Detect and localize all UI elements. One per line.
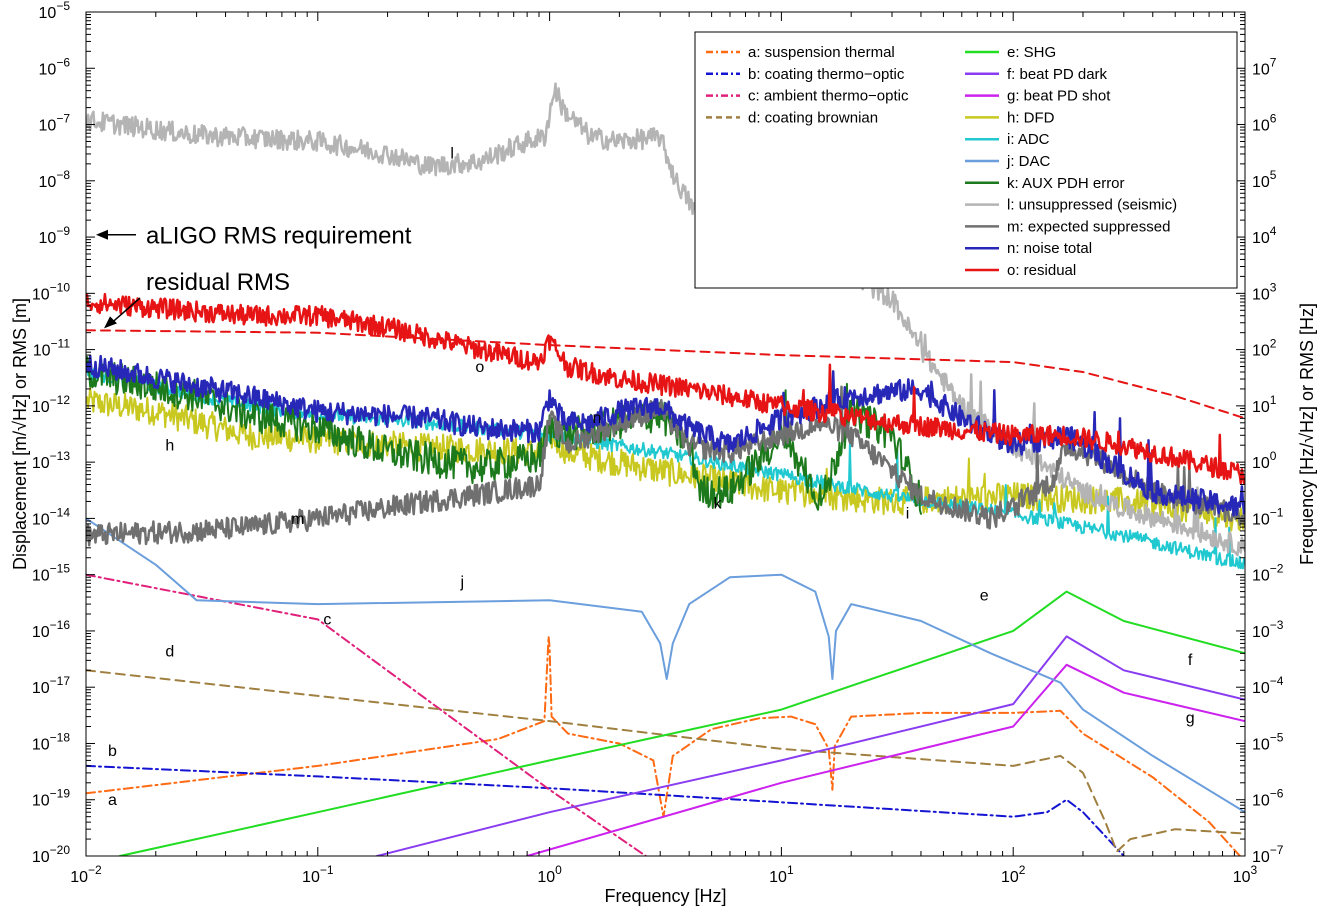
legend-label-c: c: ambient thermo−optic bbox=[748, 88, 909, 105]
y-right-tick-label: 10−2 bbox=[1252, 562, 1284, 585]
y-left-tick-label: 10−8 bbox=[39, 168, 71, 191]
y-left-tick-label: 10−16 bbox=[32, 618, 70, 641]
curve-label-f: f bbox=[1188, 652, 1193, 669]
residual-arrow-line bbox=[109, 297, 141, 325]
y-right-tick-label: 10−6 bbox=[1252, 787, 1284, 810]
annotation-layer: aLIGO RMS requirement residual RMS bbox=[96, 223, 412, 329]
residual-rms-label: residual RMS bbox=[146, 269, 290, 296]
curve-label-layer: a b c d e f g h i j k l m n o bbox=[108, 145, 1195, 809]
y-right-tick-label: 104 bbox=[1252, 224, 1277, 247]
curve-label-l: l bbox=[450, 145, 454, 162]
y-left-tick-label: 10−9 bbox=[39, 224, 71, 247]
y-left-tick-label: 10−11 bbox=[33, 337, 71, 360]
aligo-requirement-label: aLIGO RMS requirement bbox=[146, 223, 412, 250]
y-right-tick-label: 106 bbox=[1252, 112, 1277, 135]
y-axis-title-right: Frequency [Hz/√Hz] or RMS [Hz] bbox=[1297, 303, 1317, 565]
series-line-i bbox=[86, 366, 1245, 570]
curve-label-m: m bbox=[291, 511, 304, 528]
legend-label-d: d: coating brownian bbox=[748, 109, 878, 126]
series-line-h bbox=[86, 387, 1245, 532]
y-right-tick-label: 10−4 bbox=[1252, 674, 1284, 697]
legend-label-f: f: beat PD dark bbox=[1007, 66, 1108, 83]
x-tick-label: 100 bbox=[537, 863, 562, 886]
series-line-f bbox=[376, 635, 1245, 856]
curve-label-e: e bbox=[980, 587, 989, 604]
y-left-tick-label: 10−19 bbox=[32, 787, 70, 810]
legend-label-o: o: residual bbox=[1007, 262, 1076, 279]
y-right-tick-label: 10−5 bbox=[1252, 730, 1284, 753]
y-right-tick-label: 10−1 bbox=[1252, 505, 1284, 528]
y-right-tick-label: 103 bbox=[1252, 280, 1277, 303]
series-line-d bbox=[86, 669, 1245, 853]
y-right-tick-label: 105 bbox=[1252, 168, 1277, 191]
y-left-tick-label: 10−14 bbox=[32, 505, 70, 528]
series-layer bbox=[86, 82, 1245, 856]
legend-label-h: h: DFD bbox=[1007, 109, 1055, 126]
series-line-o bbox=[86, 292, 1245, 485]
legend-label-k: k: AUX PDH error bbox=[1007, 175, 1125, 192]
curve-label-b: b bbox=[108, 743, 117, 760]
residual-arrow-head bbox=[104, 316, 117, 329]
x-tick-label: 101 bbox=[769, 863, 794, 886]
x-axis-title: Frequency [Hz] bbox=[604, 886, 726, 906]
tick-layer: 10−2 10−1 100 101 102 103 10−20 10−19 10−18 10−17… bbox=[32, 0, 1284, 886]
series-line-g bbox=[526, 663, 1245, 856]
legend: a: suspension thermal b: coating thermo−o… bbox=[694, 31, 1238, 289]
curve-label-a: a bbox=[108, 792, 117, 809]
y-right-tick-label: 107 bbox=[1252, 55, 1277, 78]
y-left-tick-label: 10−18 bbox=[32, 730, 70, 753]
x-tick-label: 102 bbox=[1001, 863, 1026, 886]
legend-label-g: g: beat PD shot bbox=[1007, 88, 1111, 105]
y-axis-title-left: Displacement [m/√Hz] or RMS [m] bbox=[10, 298, 30, 570]
series-line-e bbox=[118, 590, 1245, 856]
curve-label-j: j bbox=[459, 574, 464, 591]
legend-label-i: i: ADC bbox=[1007, 131, 1050, 148]
series-line-o-rms bbox=[86, 329, 1245, 420]
curve-label-i: i bbox=[906, 505, 910, 522]
curve-label-d: d bbox=[165, 644, 174, 661]
y-left-tick-label: 10−10 bbox=[32, 280, 70, 303]
legend-label-b: b: coating thermo−optic bbox=[748, 66, 905, 83]
series-line-j bbox=[86, 517, 1245, 814]
legend-label-j: j: DAC bbox=[1006, 153, 1051, 170]
legend-label-n: n: noise total bbox=[1007, 240, 1092, 257]
y-left-tick-label: 10−7 bbox=[39, 112, 71, 135]
legend-label-l: l: unsuppressed (seismic) bbox=[1007, 197, 1177, 214]
aligo-arrow-head bbox=[96, 229, 108, 240]
y-left-tick-label: 10−13 bbox=[32, 449, 70, 472]
y-right-tick-label: 100 bbox=[1252, 449, 1277, 472]
legend-label-e: e: SHG bbox=[1007, 44, 1056, 61]
series-line-n bbox=[86, 354, 1245, 517]
curve-label-o: o bbox=[475, 359, 484, 376]
curve-label-n: n bbox=[592, 410, 601, 427]
curve-label-k: k bbox=[713, 495, 722, 512]
series-line-b bbox=[86, 764, 1126, 856]
y-left-tick-label: 10−17 bbox=[32, 674, 70, 697]
y-right-tick-label: 101 bbox=[1252, 393, 1277, 416]
x-tick-label: 10−2 bbox=[70, 863, 102, 886]
y-left-tick-label: 10−15 bbox=[32, 562, 70, 585]
y-left-tick-label: 10−6 bbox=[39, 55, 71, 78]
legend-label-a: a: suspension thermal bbox=[748, 44, 895, 61]
curve-label-h: h bbox=[165, 438, 174, 455]
series-line-a bbox=[86, 635, 1242, 856]
y-left-tick-label: 10−12 bbox=[32, 393, 70, 416]
series-line-c bbox=[86, 573, 647, 856]
curve-label-c: c bbox=[323, 612, 331, 629]
x-tick-label: 10−1 bbox=[302, 863, 334, 886]
y-right-tick-label: 102 bbox=[1252, 337, 1277, 360]
y-left-tick-label: 10−20 bbox=[32, 843, 70, 866]
y-right-tick-label: 10−3 bbox=[1252, 618, 1284, 641]
legend-label-m: m: expected suppressed bbox=[1007, 218, 1170, 235]
x-tick-label: 103 bbox=[1233, 863, 1258, 886]
y-right-tick-label: 10−7 bbox=[1252, 843, 1284, 866]
curve-label-g: g bbox=[1186, 710, 1195, 727]
y-left-tick-label: 10−5 bbox=[39, 0, 71, 22]
plot-frame bbox=[85, 11, 1246, 857]
series-line-l bbox=[86, 82, 1245, 557]
